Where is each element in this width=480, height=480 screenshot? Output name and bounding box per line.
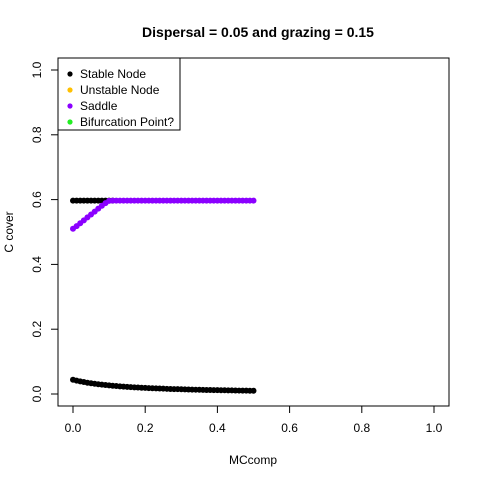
- legend-label: Bifurcation Point?: [80, 115, 174, 129]
- y-tick-label: 0.0: [30, 385, 44, 402]
- x-tick-label: 1.0: [426, 421, 443, 435]
- legend-marker: [67, 87, 73, 93]
- chart-title: Dispersal = 0.05 and grazing = 0.15: [142, 24, 374, 40]
- x-tick-label: 0.6: [281, 421, 298, 435]
- legend: Stable Node Unstable Node Saddle Bifurcatio…: [57, 57, 181, 131]
- legend-label: Stable Node: [80, 67, 146, 81]
- x-axis-label: MCcomp: [229, 453, 277, 467]
- data-point: [250, 387, 257, 394]
- x-tick-label: 0.0: [65, 421, 82, 435]
- legend-label: Unstable Node: [80, 83, 160, 97]
- legend-box: [57, 57, 181, 131]
- x-tick-label: 0.4: [209, 421, 226, 435]
- y-tick-label: 0.4: [30, 256, 44, 273]
- x-axis: 0.0 0.2 0.4 0.6 0.8 1.0: [65, 405, 443, 435]
- y-axis: 0.0 0.2 0.4 0.6 0.8 1.0: [30, 61, 59, 402]
- y-axis-label: C cover: [2, 211, 16, 252]
- x-tick-label: 0.2: [137, 421, 154, 435]
- y-tick-label: 0.6: [30, 191, 44, 208]
- y-tick-label: 0.8: [30, 126, 44, 143]
- data-point: [250, 197, 257, 204]
- legend-marker: [67, 103, 73, 109]
- x-tick-label: 0.8: [353, 421, 370, 435]
- legend-marker: [67, 119, 73, 125]
- legend-label: Saddle: [80, 99, 118, 113]
- y-tick-label: 1.0: [30, 61, 44, 78]
- legend-marker: [67, 71, 73, 77]
- y-tick-label: 0.2: [30, 321, 44, 338]
- data-points: [70, 197, 257, 394]
